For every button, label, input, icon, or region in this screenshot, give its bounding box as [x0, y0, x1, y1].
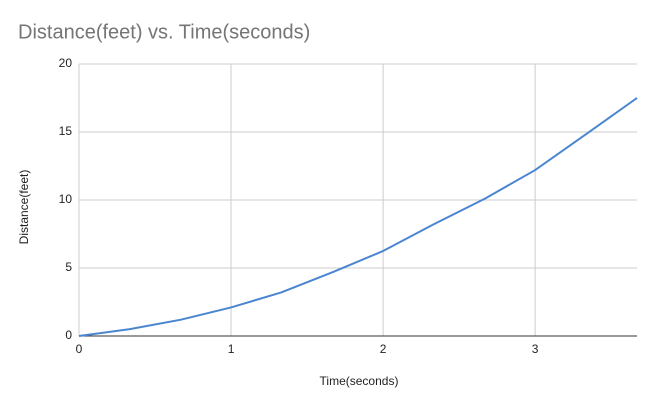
x-tick-label: 1 — [228, 342, 235, 356]
x-axis-label: Time(seconds) — [320, 374, 399, 388]
y-tick-label: 10 — [59, 192, 73, 206]
chart-title: Distance(feet) vs. Time(seconds) — [18, 21, 310, 43]
y-tick-label: 5 — [65, 260, 72, 274]
y-axis-label: Distance(feet) — [17, 170, 31, 245]
x-tick-label: 0 — [76, 342, 83, 356]
x-tick-label: 2 — [380, 342, 387, 356]
y-tick-label: 15 — [59, 124, 73, 138]
y-tick-label: 20 — [59, 56, 73, 70]
data-line — [78, 97, 638, 337]
y-tick-label: 0 — [65, 328, 72, 342]
x-tick-label: 3 — [532, 342, 539, 356]
